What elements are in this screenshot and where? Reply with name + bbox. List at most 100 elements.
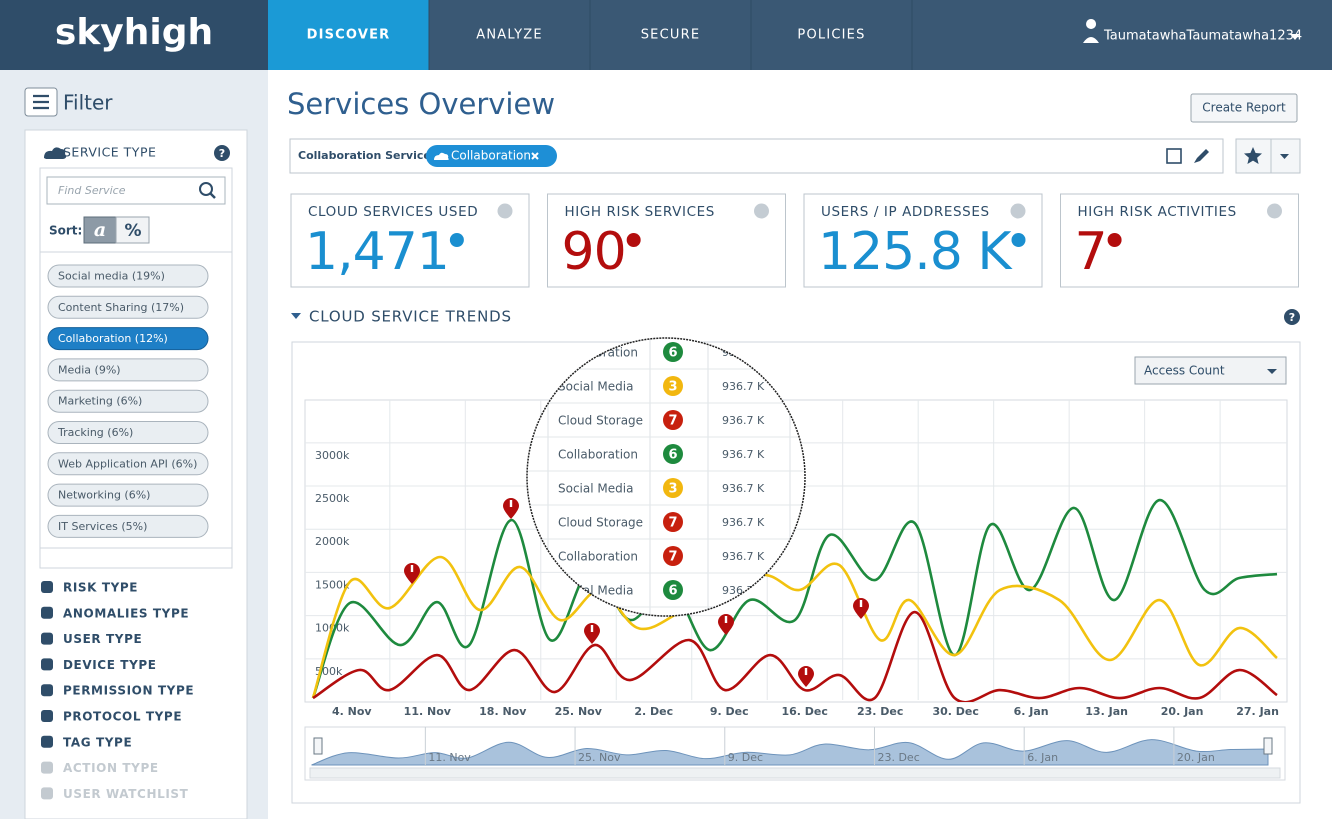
service-chip[interactable] (47, 514, 209, 538)
logo: skyhigh (55, 12, 213, 53)
section-label[interactable]: PERMISSION TYPE (63, 684, 194, 698)
risk-badge (663, 580, 683, 600)
magnifier-count: 936.7 K (722, 482, 765, 495)
alert-pin-mark (724, 616, 728, 623)
service-chip[interactable] (47, 389, 209, 413)
navigator-label: 6. Jan (1027, 751, 1058, 764)
service-chip-label: Tracking (6%) (57, 426, 133, 439)
kpi-help[interactable] (1267, 203, 1282, 219)
x-tick-label: 9. Dec (710, 705, 749, 718)
magnifier-ring (526, 337, 806, 617)
kpi-label: USERS / IP ADDRESSES (821, 204, 990, 220)
service-chip-label: Social media (19%) (58, 270, 165, 283)
risk-badge (663, 342, 683, 362)
x-tick-label: 27. Jan (1236, 705, 1279, 718)
service-chip[interactable] (47, 452, 209, 476)
service-box (39, 167, 233, 569)
x-tick-label: 16. Dec (781, 705, 827, 718)
alert-pin[interactable] (798, 666, 814, 687)
user-name[interactable]: TaumatawhaTaumatawha1234 (1103, 29, 1302, 44)
alert-pin[interactable] (584, 623, 600, 644)
magnifier-count: 936.7 K (722, 448, 765, 461)
alert-pin[interactable] (853, 598, 869, 619)
service-chip-label: Marketing (6%) (58, 395, 142, 408)
service-chip[interactable] (47, 358, 209, 382)
x-tick-label: 18. Nov (479, 705, 527, 718)
nav-tab[interactable] (268, 0, 429, 70)
sort-percent[interactable] (115, 216, 150, 244)
metric-dropdown[interactable] (1134, 356, 1287, 385)
kpi-value: 125.8 K (818, 222, 1013, 282)
calendar-icon[interactable] (1166, 148, 1182, 164)
create-report-button[interactable] (1190, 93, 1298, 123)
navigator-label: 11. Nov (428, 751, 471, 764)
service-chip[interactable] (47, 421, 209, 444)
nav-tab-label: DISCOVER (307, 28, 391, 43)
create-report-label: Create Report (1202, 101, 1286, 115)
chip-remove[interactable] (531, 152, 539, 160)
section-label[interactable]: DEVICE TYPE (63, 658, 157, 672)
navigator-handle[interactable] (313, 737, 323, 755)
section-label[interactable]: USER TYPE (63, 632, 142, 646)
service-chip[interactable] (47, 483, 209, 507)
cloud-icon (44, 147, 67, 159)
magnifier-service: Collaboration (558, 448, 638, 462)
magnifier-service: Social Media (558, 482, 633, 496)
section-title: SERVICE TYPE (63, 145, 156, 160)
navigator-label: 20. Jan (1177, 751, 1215, 764)
edit-icon[interactable] (1194, 149, 1209, 163)
navigator-handle[interactable] (1263, 737, 1273, 755)
kpi-icon (626, 233, 641, 247)
filter-chip[interactable] (426, 145, 557, 167)
kpi-card (803, 193, 1043, 288)
kpi-help[interactable] (1010, 203, 1026, 219)
risk-badge (663, 478, 683, 498)
section-label[interactable]: RISK TYPE (63, 581, 138, 595)
service-chip[interactable] (47, 264, 209, 288)
kpi-help[interactable] (754, 203, 769, 219)
service-chip-label: IT Services (5%) (58, 520, 147, 533)
filter-chip-label: Collaboration (451, 149, 531, 163)
kpi-value: 90 (562, 222, 626, 282)
sort-percent-label: % (124, 221, 141, 241)
magnifier-count: 936.7 K (722, 550, 765, 563)
collapse-caret[interactable] (291, 313, 301, 319)
search-input[interactable] (46, 176, 226, 205)
sort-alpha-label: a (94, 219, 106, 241)
favorite-button[interactable] (1235, 138, 1301, 174)
alert-pin-mark (509, 500, 513, 507)
favorite-caret[interactable] (1280, 154, 1289, 159)
y-tick-label: 1500k (315, 578, 350, 591)
sort-label: Sort: (49, 224, 82, 238)
section-label[interactable]: TAG TYPE (63, 735, 132, 749)
service-chip[interactable] (47, 327, 209, 351)
section-label[interactable]: PROTOCOL TYPE (63, 710, 182, 724)
magnifier-count: 936.7 K (722, 516, 765, 529)
kpi-icon (1011, 233, 1026, 247)
alert-pin[interactable] (718, 614, 734, 635)
x-tick-label: 11. Nov (404, 705, 452, 718)
kpi-card (290, 193, 530, 288)
service-chip[interactable] (47, 295, 209, 319)
kpi-help[interactable] (497, 203, 513, 219)
risk-badge (663, 546, 683, 566)
risk-badge (663, 410, 683, 430)
risk-badge-label: 7 (668, 550, 677, 565)
alert-pin[interactable] (404, 563, 420, 584)
navigator-scrollbar[interactable] (309, 767, 1281, 779)
magnifier-service: Social Media (558, 380, 633, 394)
y-tick-label: 3000k (315, 449, 350, 462)
alert-pin-mark (410, 565, 414, 572)
section-label[interactable]: ANOMALIES TYPE (63, 606, 189, 620)
navigator-label: 23. Dec (877, 751, 919, 764)
help-icon[interactable] (214, 145, 230, 161)
section-label: USER WATCHLIST (63, 787, 189, 801)
page-title: Services Overview (287, 87, 555, 121)
service-chip-label: Collaboration (12%) (58, 332, 168, 345)
help-glyph: ? (1289, 311, 1295, 324)
help-icon[interactable] (1284, 309, 1300, 325)
alert-pin[interactable] (503, 498, 519, 519)
search-icon[interactable] (199, 182, 213, 196)
user-caret[interactable] (1290, 34, 1300, 40)
service-chip-label: Media (9%) (58, 363, 121, 376)
